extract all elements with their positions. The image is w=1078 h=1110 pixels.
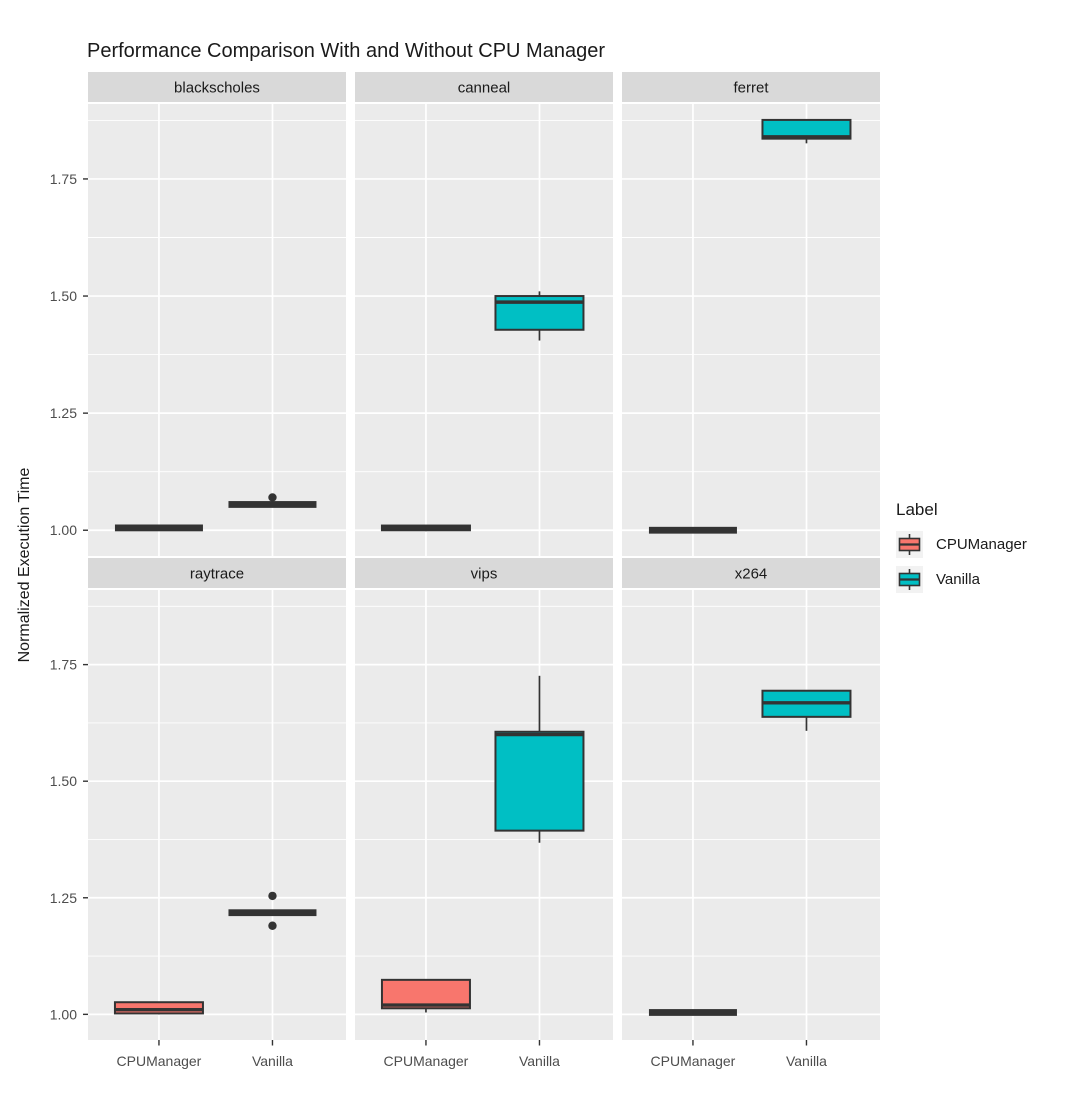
- legend-label-vanilla: Vanilla: [936, 571, 980, 588]
- panel-background: [88, 590, 346, 1040]
- facet-strip: [622, 558, 880, 588]
- boxplot-box: [494, 730, 585, 832]
- facet-strip-label: blackscholes: [174, 80, 260, 97]
- boxplot-box: [761, 118, 852, 140]
- panel-background: [622, 104, 880, 556]
- y-axis-tick-label: 1.50: [50, 773, 77, 789]
- facet-strip: [355, 558, 613, 588]
- boxplot-key-icon-cpumanager: [896, 531, 923, 558]
- legend-label-cpumanager: CPUManager: [936, 536, 1027, 553]
- boxplot-flat-box: [114, 524, 203, 532]
- boxplot-box: [113, 1001, 204, 1015]
- facet-strip-label: canneal: [458, 80, 511, 97]
- y-axis-tick-label: 1.50: [50, 288, 77, 304]
- facet-strip: [622, 72, 880, 102]
- boxplot-flat-box: [228, 909, 317, 917]
- facet-strip-label: ferret: [733, 80, 769, 97]
- legend-item-vanilla: Vanilla: [896, 566, 1027, 593]
- x-axis-tick-label: Vanilla: [786, 1053, 827, 1069]
- boxplot-flat-box: [648, 526, 737, 534]
- y-axis-tick-label: 1.00: [50, 1006, 77, 1022]
- x-axis-tick-label: CPUManager: [651, 1053, 736, 1069]
- facet-strip-label: raytrace: [190, 566, 244, 583]
- y-axis-tick-label: 1.25: [50, 890, 77, 906]
- boxplot-outlier-point: [268, 891, 277, 901]
- boxplot-flat-box: [648, 1009, 737, 1016]
- panel-background: [88, 104, 346, 556]
- y-axis-tick-label: 1.00: [50, 522, 77, 538]
- boxplot-outlier-point: [268, 493, 277, 502]
- boxplot-key-icon-vanilla: [896, 566, 923, 593]
- facet-strip-label: vips: [471, 566, 498, 583]
- legend-item-cpumanager: CPUManager: [896, 531, 1027, 558]
- boxplot-flat-box: [228, 501, 317, 508]
- boxplot-outlier-point: [268, 921, 277, 930]
- x-axis-tick-label: CPUManager: [384, 1053, 469, 1069]
- legend-title: Label: [896, 500, 938, 519]
- y-axis-tick-label: 1.75: [50, 171, 77, 187]
- y-axis-tick-label: 1.75: [50, 657, 77, 673]
- x-axis-tick-label: Vanilla: [519, 1053, 560, 1069]
- chart-title: Performance Comparison With and Without …: [87, 40, 605, 62]
- x-axis-tick-label: Vanilla: [252, 1053, 293, 1069]
- x-axis-tick-label: CPUManager: [117, 1053, 202, 1069]
- facet-strip: [88, 72, 346, 102]
- facet-strip-label: x264: [735, 566, 768, 583]
- panel-background: [622, 590, 880, 1040]
- facet-strip: [88, 558, 346, 588]
- facet-strip: [355, 72, 613, 102]
- y-axis-tick-label: 1.25: [50, 405, 77, 421]
- legend: Label CPUManager Vanilla: [896, 500, 1027, 601]
